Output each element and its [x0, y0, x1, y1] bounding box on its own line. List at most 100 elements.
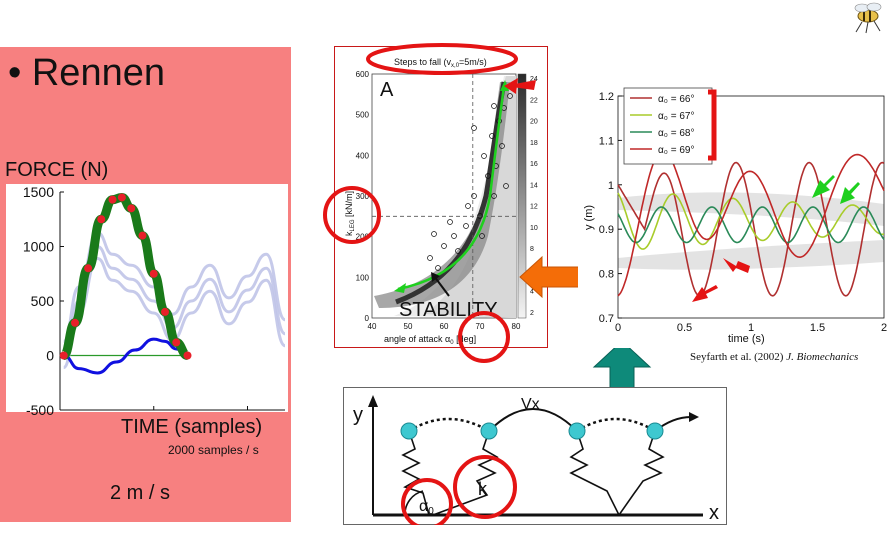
time-axis-label: TIME (samples) [121, 416, 263, 438]
legend-label: α₀ = 69° [658, 145, 694, 156]
legend-label: α₀ = 66° [658, 94, 694, 105]
height-x-tick-label: 1 [748, 322, 754, 334]
heatmap-x-tick-label: 40 [368, 322, 377, 331]
spring-leg-2 [432, 430, 499, 516]
mass-ball-1 [400, 422, 418, 440]
force-red-point [108, 195, 117, 204]
colorbar-tick-label: 4 [530, 289, 534, 296]
green-stability-arrow [397, 85, 506, 291]
height-series-line [617, 192, 885, 250]
bee-logo-icon [854, 2, 882, 34]
diagram-y-arrowhead [368, 395, 378, 407]
height-x-tick-label: 0.5 [677, 322, 692, 334]
heatmap-point [485, 173, 491, 179]
force-series-blue [63, 337, 188, 375]
diagram-angle-label: α0 [419, 498, 434, 517]
force-red-point [127, 204, 136, 213]
heatmap-point [447, 219, 453, 225]
force-chart-marks [59, 192, 286, 375]
heatmap-title: Steps to fall (vx,0=5m/s) [394, 57, 487, 69]
force-x-tick-label: 1000 [232, 413, 263, 416]
heatmap-colorbar [517, 73, 527, 319]
legend-bracket [708, 89, 717, 161]
height-legend-items: α₀ = 66° α₀ = 67° α₀ = 68° α₀ = 69° [630, 94, 694, 156]
heatmap-point [491, 103, 497, 109]
heatmap-point [441, 243, 447, 249]
height-x-axis-label: time (s) [728, 333, 765, 345]
heatmap-point [507, 93, 513, 99]
heatmap-point [489, 133, 495, 139]
height-y-axis-label: y (m) [583, 205, 595, 230]
height-series-line [617, 206, 885, 244]
colorbar-tick-label: 10 [530, 225, 538, 232]
colorbar-tick-label: 24 [530, 76, 538, 83]
ylabel-highlight-circle [323, 186, 381, 244]
height-x-tick-label: 0 [615, 322, 621, 334]
heatmap-point [491, 193, 497, 199]
diagram-y-label: y [353, 404, 363, 426]
force-axis-label: FORCE (N) [5, 159, 109, 181]
force-y-tick-label: -500 [26, 402, 54, 416]
xlabel-highlight-circle [458, 311, 510, 363]
stability-pointer-head [431, 272, 440, 282]
heatmap-point [451, 233, 457, 239]
diagram-flight-dotted-1 [408, 417, 490, 433]
green-arrowhead-top [500, 80, 509, 91]
height-chart-axes: 0 0.5 1 1.5 2 0.7 0.8 0.9 1 1.1 1.2 [599, 91, 887, 334]
citation: Seyfarth et al. (2002) J. Biomechanics [690, 351, 859, 363]
height-y-tick-label: 1.2 [599, 91, 614, 103]
force-y-tick-label: 0 [46, 348, 54, 364]
orange-arrow-shape [519, 255, 585, 299]
height-y-tick-label: 0.9 [599, 224, 614, 236]
force-x-tick-label: 0 [56, 413, 64, 416]
heatmap-x-tick-label: 70 [476, 322, 485, 331]
heatmap-x-tick-label: 80 [512, 322, 521, 331]
force-red-point [172, 338, 181, 347]
spring-leg-1 [401, 430, 430, 516]
red-arrow-2 [692, 285, 718, 302]
angle-highlight-circle [401, 478, 453, 525]
spring-leg-3 [569, 430, 620, 516]
stability-pointer [433, 275, 450, 297]
heatmap-y-tick-label: 0 [365, 314, 370, 323]
height-plot-frame [617, 95, 885, 319]
force-red-point [183, 351, 192, 360]
heatmap-y-tick-label: 500 [356, 111, 370, 120]
heatmap-point [479, 233, 485, 239]
height-x-tick-label: 2 [881, 322, 887, 334]
colorbar-tick-label: 2 [530, 310, 534, 317]
diagram-x-label: x [709, 502, 719, 524]
height-band-lower [618, 240, 884, 270]
diagram-stiffness-label: k [478, 479, 488, 499]
green-arrow-1 [812, 175, 835, 198]
heatmap-point [431, 231, 437, 237]
heatmap-y-tick-label: 300 [356, 192, 370, 201]
mass-ball-3 [568, 422, 586, 440]
height-y-tick-label: 1.1 [599, 135, 614, 147]
force-red-point [71, 318, 79, 327]
heatmap-stable-band [395, 81, 507, 305]
red-arrowhead-heatmap [504, 78, 518, 94]
height-y-tick-label: 0.8 [599, 269, 614, 281]
diagram-flight-dotted-2 [576, 417, 656, 433]
heatmap-band-dark [374, 82, 510, 308]
force-red-point [149, 269, 158, 278]
colorbar-tick-label: 18 [530, 140, 538, 147]
heatmap-y-axis-label: kLEG [kN/m] [344, 191, 356, 236]
heatmap-point [471, 125, 477, 131]
heatmap-point [465, 203, 471, 209]
force-y-tick-label: 1000 [23, 239, 54, 255]
heatmap-y-tick-label: 600 [356, 70, 370, 79]
height-chart: 0 0.5 1 1.5 20.70.80.911.11.2 α₀ = 66°α₀ = 6… [578, 80, 891, 348]
heatmap-x-tick-label: 50 [404, 322, 413, 331]
colorbar-tick-label: 8 [530, 246, 534, 253]
force-y-tick-label: 1500 [23, 184, 54, 200]
heatmap-panel-label: A [380, 79, 394, 101]
heatmap-point [471, 193, 477, 199]
force-red-point [138, 231, 147, 240]
heatmap-point [463, 223, 469, 229]
slide-bullet: • Rennen [8, 52, 165, 94]
heatmap-region-mid [424, 76, 516, 318]
diagram-flight-arc-1 [488, 408, 578, 432]
height-x-tick-label: 1.5 [810, 322, 825, 334]
